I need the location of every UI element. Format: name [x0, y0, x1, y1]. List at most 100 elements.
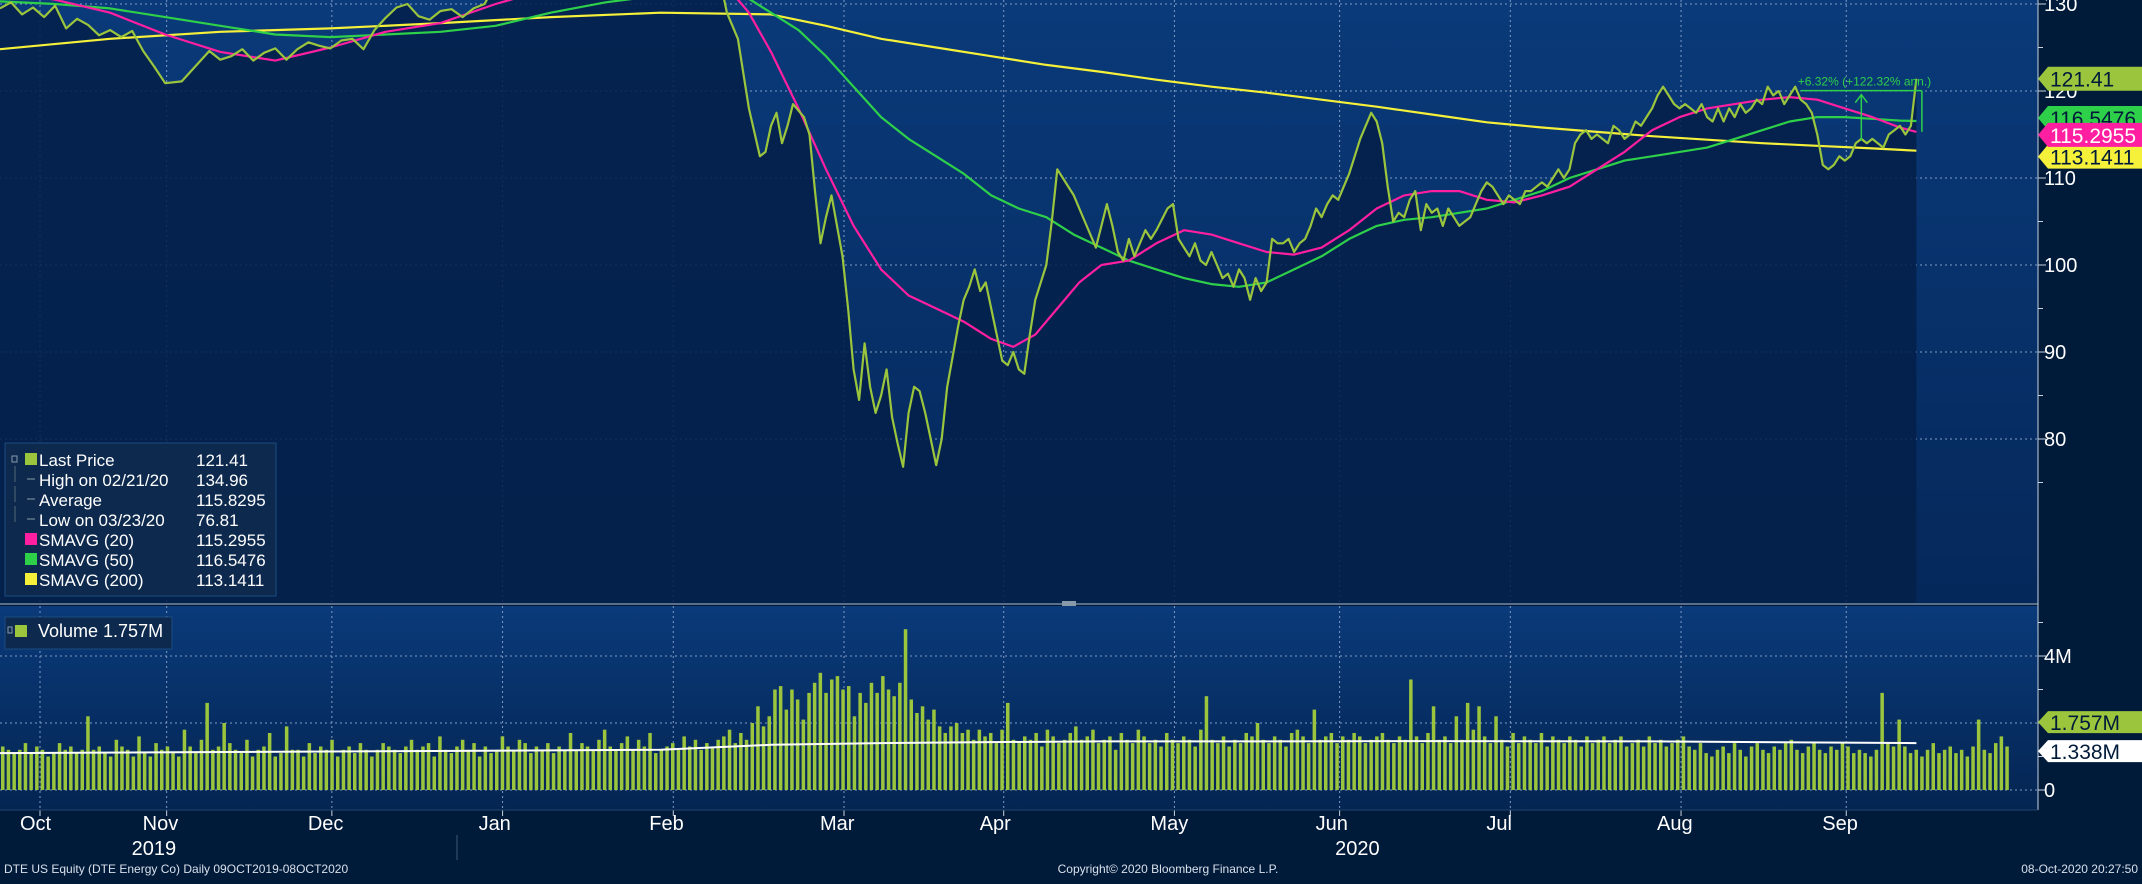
volume-bar [625, 736, 630, 790]
panel-resize-handle[interactable] [1062, 601, 1076, 606]
legend-item[interactable]: SMAVG (200) 113.1411 [25, 571, 264, 590]
volume-bar [557, 746, 561, 790]
year-tick-label: 2019 [132, 838, 177, 860]
volume-bar [1641, 746, 1646, 790]
volume-bar [750, 723, 754, 790]
volume-bar [1766, 753, 1771, 790]
volume-bar [1431, 706, 1436, 791]
volume-bar [875, 692, 879, 790]
volume-bar [1806, 746, 1811, 790]
volume-bar [852, 716, 857, 790]
legend-item[interactable]: Low on 03/23/20 76.81 [14, 506, 239, 530]
legend-item[interactable]: Average 115.8295 [14, 486, 266, 510]
volume-bar [2005, 746, 2009, 790]
volume-bar [585, 746, 590, 790]
volume-bar [903, 629, 908, 790]
volume-bar [1153, 739, 1158, 791]
volume-bar [1545, 746, 1549, 790]
volume-bar [1346, 739, 1351, 791]
volume-bar [1352, 733, 1356, 790]
volume-bar [574, 749, 578, 790]
volume-bar [336, 756, 340, 790]
price-tag: 113.1411 [2038, 144, 2142, 170]
volume-bar [1108, 736, 1112, 790]
volume-bar [1925, 749, 1930, 790]
volume-bar [91, 749, 96, 790]
price-tick-label: 110 [2044, 168, 2076, 190]
volume-bar [1074, 726, 1078, 790]
volume-bar [1312, 709, 1317, 790]
legend-item[interactable]: Last Price 121.41 [11, 451, 248, 470]
volume-bar [1006, 702, 1010, 790]
legend-item[interactable]: SMAVG (50) 116.5476 [25, 551, 266, 570]
volume-bar [284, 726, 289, 790]
volume-bar [614, 749, 618, 790]
volume-bar [1000, 729, 1004, 790]
volume-bar [1573, 739, 1578, 791]
volume-bar [1789, 739, 1794, 791]
legend-value: 116.5476 [196, 551, 266, 570]
volume-bar [1897, 719, 1901, 790]
volume-bar [188, 746, 192, 790]
volume-bar [160, 749, 164, 790]
volume-bar [1676, 739, 1680, 791]
volume-bar [1602, 736, 1606, 790]
legend-background [4, 442, 277, 597]
legend-value: 115.2955 [196, 531, 266, 550]
volume-bar [182, 729, 187, 790]
volume-legend-expand-icon[interactable] [7, 626, 13, 634]
volume-bar [1193, 746, 1197, 790]
volume-bar [267, 733, 272, 790]
volume-bar [1147, 743, 1152, 790]
volume-bar [937, 726, 942, 790]
legend-expand-icon[interactable] [11, 455, 18, 463]
volume-bar [1664, 746, 1669, 790]
volume-bar [1358, 736, 1362, 790]
volume-bar [57, 743, 62, 790]
volume-bar [23, 743, 28, 790]
volume-bar [1534, 743, 1538, 790]
volume-bar [211, 749, 215, 790]
volume-bar [1659, 739, 1663, 791]
volume-bar [920, 706, 925, 791]
volume-bar [710, 746, 715, 790]
volume-bar [568, 733, 573, 790]
volume-bar [171, 753, 175, 790]
volume-bar [1778, 749, 1782, 790]
series-line-smavg-200 [0, 11, 1917, 152]
legend-item[interactable]: High on 02/21/20 134.96 [14, 466, 248, 490]
volume-legend-box[interactable]: Volume 1.757M [4, 616, 173, 650]
volume-bar [602, 729, 607, 790]
volume-bar [551, 753, 556, 790]
volume-bar [1079, 739, 1084, 791]
volume-bar [966, 729, 970, 790]
volume-bar [165, 746, 170, 790]
volume-bar [80, 749, 84, 790]
volume-bar [1028, 739, 1033, 791]
volume-bar [739, 733, 743, 790]
volume-bar [120, 746, 124, 790]
volume-bar [761, 726, 766, 790]
footer-copyright: Copyright© 2020 Bloomberg Finance L.P. [1058, 862, 1279, 876]
legend-value: 113.1411 [196, 571, 264, 590]
volume-bar [415, 749, 419, 790]
volume-bar [818, 672, 823, 791]
volume-bar [1142, 736, 1146, 790]
legend-item[interactable]: SMAVG (20) 115.2955 [25, 531, 266, 550]
month-tick-label: Aug [1657, 813, 1693, 835]
price-tag-label: 113.1411 [2050, 147, 2134, 170]
volume-bar [148, 756, 153, 790]
volume-bar [1505, 746, 1510, 790]
volume-bar [131, 756, 136, 790]
volume-bar [1062, 739, 1067, 791]
legend-label: Low on 03/23/20 [39, 511, 165, 530]
legend-value: 121.41 [196, 451, 248, 470]
volume-tag-background [2038, 740, 2142, 763]
month-tick-label: Jul [1486, 813, 1512, 835]
volume-bar [69, 746, 73, 790]
volume-bar [801, 719, 806, 790]
year-tick-label: 2020 [1335, 838, 1380, 860]
